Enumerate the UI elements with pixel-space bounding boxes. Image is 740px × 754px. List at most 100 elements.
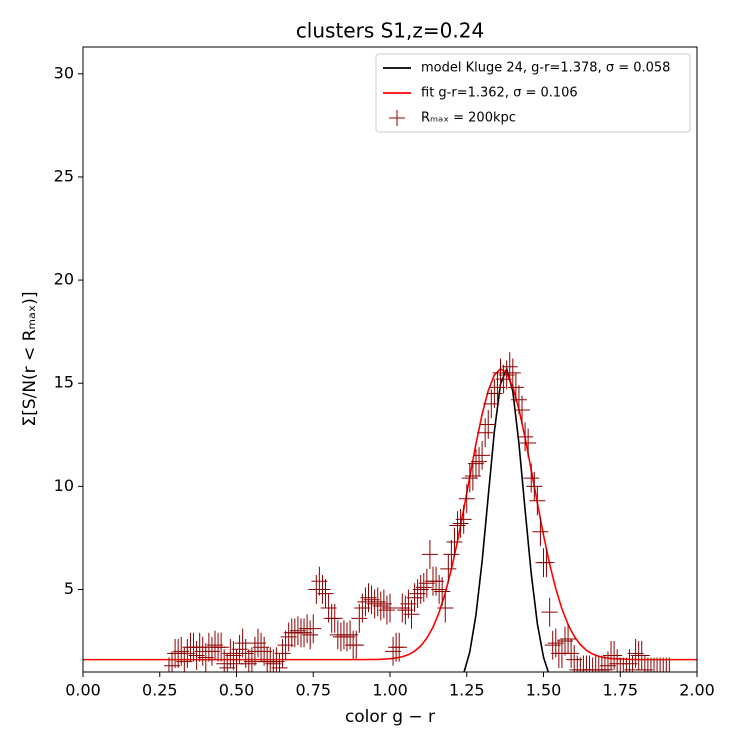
- data-point: [160, 657, 177, 672]
- data-point: [471, 447, 488, 477]
- data-point: [274, 638, 291, 668]
- x-tick-label: 1.75: [602, 681, 638, 700]
- data-point: [652, 657, 669, 672]
- data-point: [529, 486, 546, 516]
- data-point: [449, 511, 466, 540]
- data-point: [243, 647, 260, 672]
- data-point: [197, 643, 214, 672]
- legend-box: [375, 53, 691, 133]
- x-tick-label: 0.75: [295, 681, 331, 700]
- data-point: [418, 568, 435, 598]
- data-point: [385, 636, 402, 666]
- data-point: [354, 593, 371, 623]
- data-point: [642, 657, 659, 672]
- data-point: [237, 638, 254, 668]
- x-tick-label: 2.00: [679, 681, 715, 700]
- legend-label: fit g-r=1.362, σ = 0.106: [421, 86, 578, 101]
- data-point: [477, 418, 494, 448]
- data-point: [655, 657, 672, 672]
- data-point: [320, 593, 337, 623]
- data-point: [658, 657, 675, 672]
- data-point: [188, 641, 205, 670]
- data-point: [348, 630, 365, 660]
- data-point: [544, 630, 561, 660]
- data-point: [458, 484, 475, 514]
- data-point: [375, 589, 392, 619]
- data-point: [646, 657, 663, 672]
- data-point: [464, 461, 481, 491]
- data-point: [538, 548, 555, 578]
- data-point: [636, 655, 653, 672]
- x-tick-label: 1.50: [526, 681, 562, 700]
- data-point: [219, 653, 236, 672]
- data-point: [504, 358, 521, 388]
- data-point: [572, 657, 589, 672]
- data-point: [397, 595, 414, 625]
- data-point: [240, 649, 257, 672]
- y-tick-label: 30: [54, 63, 74, 82]
- data-point: [517, 422, 534, 452]
- data-point: [225, 641, 242, 670]
- data-point: [415, 572, 432, 602]
- legend-label: model Kluge 24, g-r=1.378, σ = 0.058: [421, 61, 670, 76]
- data-point: [480, 410, 497, 439]
- y-tick-label: 15: [54, 373, 74, 392]
- data-point: [179, 638, 196, 668]
- data-point: [461, 463, 478, 493]
- data-point: [440, 554, 457, 584]
- data-point: [596, 655, 613, 672]
- data-point: [249, 628, 266, 658]
- data-point: [467, 449, 484, 479]
- data-point: [615, 657, 632, 672]
- data-point: [203, 636, 220, 666]
- data-point: [584, 657, 601, 672]
- data-point: [176, 647, 193, 672]
- data-point: [639, 657, 656, 672]
- data-point: [391, 632, 408, 662]
- plot-area: [83, 352, 697, 672]
- data-point: [434, 577, 451, 606]
- data-point: [256, 636, 273, 666]
- x-tick-label: 0.50: [219, 681, 255, 700]
- data-point: [403, 599, 420, 629]
- data-point: [378, 595, 395, 625]
- data-point: [437, 593, 454, 623]
- data-point: [514, 395, 531, 425]
- legend-marker: [389, 110, 405, 126]
- data-point: [296, 618, 313, 648]
- data-point: [483, 389, 500, 419]
- data-point: [547, 628, 564, 658]
- data-point: [541, 597, 558, 627]
- data-point: [406, 583, 423, 613]
- x-tick-label: 1.25: [449, 681, 485, 700]
- data-point: [213, 632, 230, 662]
- data-point: [351, 603, 368, 633]
- data-point: [289, 616, 306, 646]
- data-point: [563, 638, 580, 668]
- data-point: [455, 504, 472, 534]
- data-point: [412, 575, 429, 604]
- y-tick-label: 25: [54, 166, 74, 185]
- data-point: [627, 638, 644, 668]
- data-point: [510, 385, 527, 415]
- data-point: [265, 649, 282, 672]
- data-point: [452, 509, 469, 538]
- data-point: [271, 653, 288, 672]
- data-point: [532, 517, 549, 547]
- data-point: [372, 591, 389, 621]
- data-point: [314, 575, 331, 604]
- data-point: [556, 626, 573, 656]
- legend: model Kluge 24, g-r=1.378, σ = 0.058 fit …: [375, 53, 691, 133]
- data-point: [431, 575, 448, 604]
- x-tick-label: 1.00: [372, 681, 408, 700]
- data-point: [317, 579, 334, 609]
- data-point: [207, 630, 224, 660]
- data-point: [446, 527, 463, 557]
- data-point: [495, 364, 512, 394]
- x-tick-label: 0.00: [65, 681, 101, 700]
- data-point: [566, 645, 583, 672]
- data-point: [253, 632, 270, 662]
- data-point: [394, 593, 411, 623]
- x-axis-label: color g − r: [345, 707, 435, 727]
